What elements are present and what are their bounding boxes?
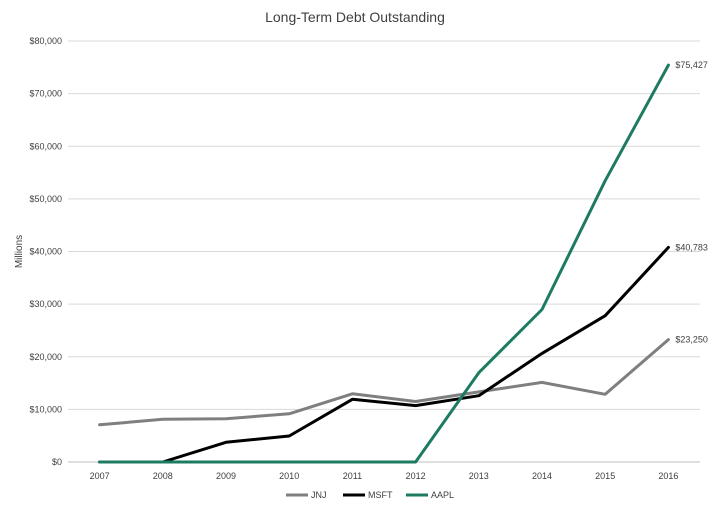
legend-label-aapl: AAPL <box>431 490 454 500</box>
y-axis-ticks: $0 $10,000 $20,000 $30,000 $40,000 $50,000 $60… <box>29 36 62 467</box>
y-axis-label: Millions <box>14 235 25 268</box>
y-tick-label: $70,000 <box>29 89 62 99</box>
y-tick-label: $10,000 <box>29 404 62 414</box>
x-tick-label: 2008 <box>153 471 173 481</box>
y-tick-label: $40,000 <box>29 247 62 257</box>
y-tick-label: $30,000 <box>29 299 62 309</box>
data-label-msft: $40,783 <box>675 242 708 252</box>
x-tick-label: 2014 <box>532 471 552 481</box>
x-tick-label: 2011 <box>343 471 362 481</box>
y-tick-label: $50,000 <box>29 194 62 204</box>
y-tick-label: $80,000 <box>29 36 62 46</box>
series-line-jnj <box>98 338 670 427</box>
y-tick-label: $20,000 <box>29 352 62 362</box>
x-axis-ticks: 2007 2008 2009 2010 2011 2012 2013 2014 2015 2016 <box>90 471 679 481</box>
x-tick-label: 2010 <box>279 471 299 481</box>
data-label-aapl: $75,427 <box>675 60 708 70</box>
x-tick-label: 2009 <box>216 471 236 481</box>
x-tick-label: 2015 <box>595 471 615 481</box>
x-tick-label: 2016 <box>658 471 678 481</box>
chart-title: Long-Term Debt Outstanding <box>265 9 445 25</box>
x-tick-label: 2012 <box>406 471 426 481</box>
legend: JNJ MSFT AAPL <box>286 490 454 500</box>
legend-label-jnj: JNJ <box>311 490 327 500</box>
series-line-msft <box>98 245 670 464</box>
y-tick-label: $60,000 <box>29 141 62 151</box>
series-line-aapl <box>98 63 670 464</box>
legend-label-msft: MSFT <box>368 490 393 500</box>
gridlines <box>68 40 700 410</box>
y-tick-label: $0 <box>52 457 62 467</box>
data-label-jnj: $23,250 <box>675 335 708 345</box>
end-value-labels: $23,250 $40,783 $75,427 <box>675 60 708 345</box>
x-tick-label: 2007 <box>90 471 110 481</box>
series-lines <box>98 63 670 464</box>
x-tick-label: 2013 <box>469 471 489 481</box>
